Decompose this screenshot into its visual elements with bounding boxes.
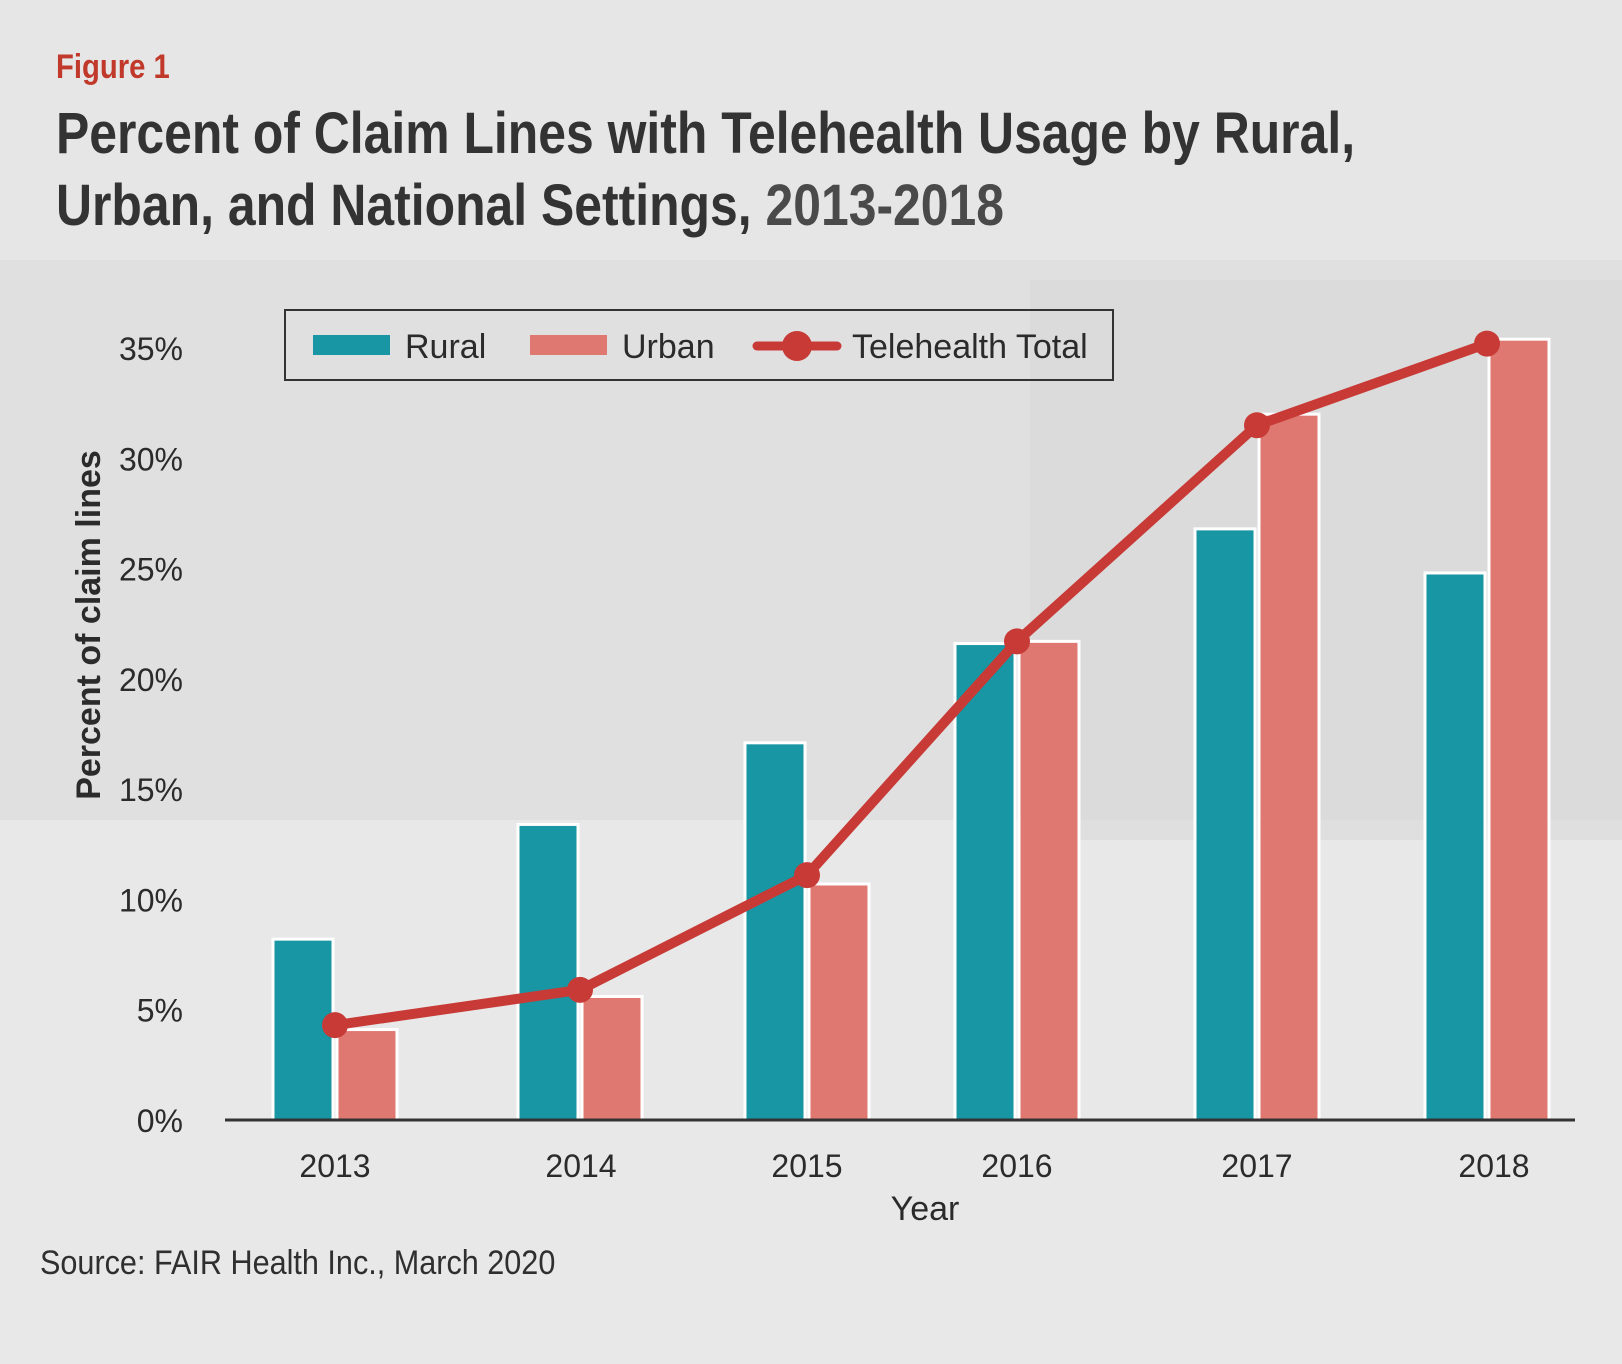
telehealth-total-point-2017	[1244, 412, 1270, 439]
x-tick-label: 2018	[1458, 1148, 1529, 1184]
telehealth-total-point-2013	[322, 1012, 348, 1039]
x-axis-title: Year	[891, 1190, 960, 1228]
bar-rural-2018	[1423, 571, 1487, 1122]
bar-urban-2015	[807, 882, 871, 1122]
x-tick-label: 2014	[545, 1148, 616, 1184]
legend-urban-swatch	[530, 335, 607, 355]
x-axis-ticks: 2013 2014 2015 2016 2017 2018	[299, 1148, 1529, 1184]
bar-urban-2016	[1017, 639, 1081, 1122]
bars	[271, 337, 1551, 1122]
y-tick-label: 0%	[137, 1103, 183, 1139]
y-tick-label: 25%	[119, 552, 183, 588]
legend-total-label: Telehealth Total	[852, 328, 1088, 366]
y-tick-label: 5%	[137, 993, 183, 1029]
bar-rural-2016	[953, 642, 1017, 1122]
x-tick-label: 2016	[981, 1148, 1052, 1184]
telehealth-total-point-2015	[794, 862, 820, 889]
telehealth-total-line	[322, 330, 1500, 1039]
title-main: Percent of Claim Lines with Telehealth U…	[56, 101, 1356, 238]
source-note: Source: FAIR Health Inc., March 2020	[40, 1244, 556, 1282]
bar-rural-2014	[516, 822, 580, 1122]
bar-urban-2017	[1257, 412, 1321, 1122]
bar-urban-2013	[335, 1028, 399, 1122]
legend: Rural Urban Telehealth Total	[284, 309, 1114, 381]
y-axis-ticks: 0% 5% 10% 15% 20% 25% 30% 35%	[119, 331, 183, 1139]
y-axis-title: Percent of claim lines	[70, 450, 108, 800]
bar-urban-2018	[1487, 337, 1551, 1122]
y-tick-label: 10%	[119, 882, 183, 918]
legend-total-marker	[782, 331, 812, 361]
x-tick-label: 2013	[299, 1148, 370, 1184]
legend-rural-label: Rural	[405, 328, 486, 366]
y-tick-label: 30%	[119, 441, 183, 477]
telehealth-total-point-2014	[567, 976, 593, 1003]
title-years: 2013-2018	[765, 173, 1005, 238]
telehealth-total-series-line	[330, 338, 1492, 1031]
bar-urban-2014	[580, 994, 644, 1122]
telehealth-total-point-2018	[1474, 330, 1500, 357]
legend-box	[284, 309, 1114, 381]
legend-rural-swatch	[313, 335, 390, 355]
legend-urban-label: Urban	[622, 328, 715, 366]
chart-title: Percent of Claim Lines with Telehealth U…	[56, 98, 1518, 242]
y-tick-label: 15%	[119, 772, 183, 808]
bar-rural-2017	[1193, 527, 1257, 1122]
figure-label: Figure 1	[56, 48, 170, 86]
bar-rural-2015	[743, 741, 807, 1122]
y-tick-label: 35%	[119, 331, 183, 367]
x-tick-label: 2017	[1221, 1148, 1292, 1184]
x-tick-label: 2015	[771, 1148, 842, 1184]
y-tick-label: 20%	[119, 662, 183, 698]
telehealth-total-point-2016	[1004, 628, 1030, 655]
